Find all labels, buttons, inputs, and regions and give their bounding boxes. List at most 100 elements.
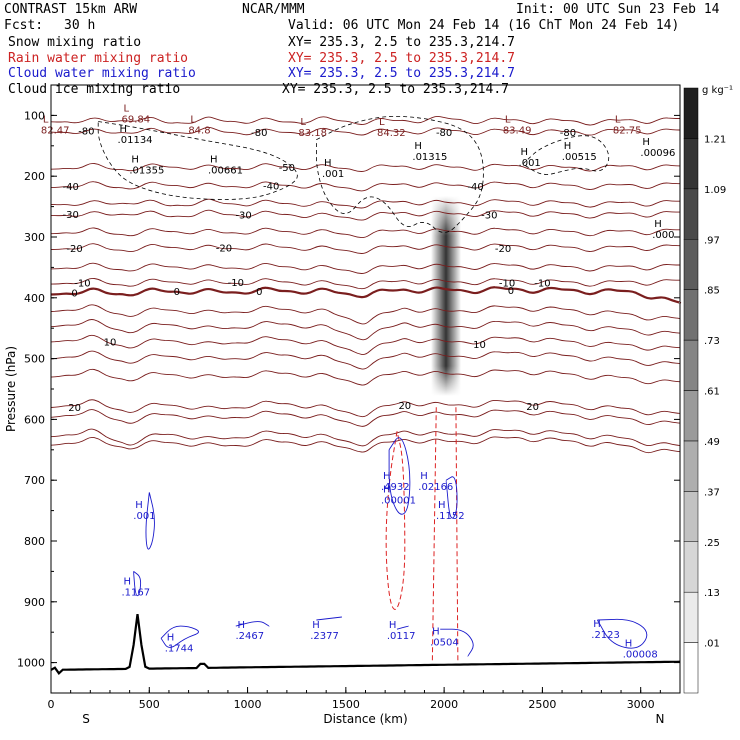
extremum-h-28: H.1152 — [436, 500, 465, 522]
colorbar-segment — [683, 339, 699, 391]
colorbar-label: .01 — [704, 639, 720, 650]
extremum-value: .00001 — [381, 496, 416, 507]
terrain-line — [50, 613, 681, 675]
contour-label-25: 20 — [398, 401, 411, 412]
colorbar-segment — [683, 138, 699, 190]
extremum-value: .0504 — [430, 637, 459, 648]
extremum-h-24: H.00008 — [623, 638, 658, 660]
extremum-value: .00515 — [562, 152, 597, 163]
contour-label-12: -20 — [216, 243, 232, 254]
colorbar-segment — [683, 491, 699, 543]
colorbar-label: .25 — [704, 538, 720, 549]
extremum-l-6: L82.75 — [613, 114, 642, 136]
extremum-h-13: H.00515 — [562, 141, 597, 163]
contour-label-16: -10 — [499, 279, 515, 290]
contour-label-17: -10 — [534, 279, 550, 290]
y-tick-label: 400 — [24, 292, 45, 305]
temperature-contour-14 — [50, 350, 681, 370]
contour-label-18: 0 — [71, 288, 77, 299]
extremum-value: 84.8 — [188, 125, 210, 136]
temperature-contour-9 — [50, 277, 681, 290]
y-tick-label: 100 — [24, 109, 45, 122]
extremum-l-1: L82.47 — [41, 114, 70, 136]
colorbar-label: .73 — [704, 336, 720, 347]
extremum-kind: H — [625, 638, 633, 649]
contour-label-15: -10 — [228, 278, 244, 289]
colorbar-label: .85 — [704, 286, 720, 297]
extremum-kind: L — [300, 117, 306, 128]
colorbar-label: 1.21 — [704, 134, 726, 145]
colorbar-label: 1.09 — [704, 185, 726, 196]
extremum-h-25: H.4932 — [381, 471, 410, 493]
extremum-h-15: H.000 — [652, 219, 674, 241]
extremum-value: .01355 — [129, 165, 164, 176]
y-axis-title: Pressure (hPa) — [4, 346, 18, 432]
x-end-label-south: S — [82, 712, 90, 726]
y-tick-label: 300 — [24, 231, 45, 244]
extremum-kind: H — [312, 620, 320, 631]
init-time: Init: 00 UTC Sun 23 Feb 14 — [516, 2, 720, 17]
colorbar-label: .49 — [704, 437, 720, 448]
colorbar-label: .13 — [704, 588, 720, 599]
extremum-kind: L — [190, 114, 196, 125]
extremum-value: .00096 — [640, 148, 675, 159]
x-tick-label: 3000 — [627, 698, 655, 711]
contour-label-4: -50 — [279, 163, 295, 174]
y-tick-label: 200 — [24, 170, 45, 183]
fcst-value: 30 h — [64, 18, 95, 33]
extremum-kind: L — [615, 114, 621, 125]
extremum-value: .2123 — [591, 630, 620, 641]
temperature-contour-3 — [51, 181, 681, 192]
extremum-h-19: H.2467 — [235, 620, 264, 642]
x-tick-label: 500 — [139, 698, 160, 711]
temperature-contour-0 — [50, 127, 681, 136]
extremum-value: .0117 — [387, 631, 416, 642]
extremum-value: .4932 — [381, 482, 410, 493]
extremum-kind: H — [383, 485, 391, 496]
extremum-kind: L — [43, 114, 49, 125]
contour-label-11: -20 — [66, 244, 82, 255]
extremum-value: 83.18 — [298, 128, 327, 139]
temperature-contour-11 — [50, 304, 681, 325]
contour-label-23: 10 — [473, 340, 486, 351]
extremum-value: .00008 — [623, 649, 658, 660]
contour-label-24: 20 — [68, 403, 81, 414]
colorbar-label: .37 — [704, 487, 720, 498]
extremum-value: .2377 — [310, 631, 339, 642]
extremum-h-17: H.1167 — [121, 576, 150, 598]
x-end-label-north: N — [656, 712, 665, 726]
y-tick-label: 700 — [24, 474, 45, 487]
contour-label-10: -30 — [481, 211, 497, 222]
y-tick-label: 600 — [24, 413, 45, 426]
cloud-ice-outline-west — [97, 121, 298, 200]
cloud-water-contour-5 — [396, 625, 410, 630]
colorbar-segment — [683, 541, 699, 593]
extremum-l-4: L84.32 — [377, 117, 406, 139]
extremum-value: .01134 — [118, 135, 153, 146]
contour-label-5: -40 — [62, 182, 78, 193]
colorbar-unit: g kg⁻¹ — [702, 85, 733, 96]
fcst-label: Fcst: — [4, 18, 43, 33]
temperature-contour-5 — [50, 209, 681, 221]
extremum-value: .000 — [652, 230, 674, 241]
extremum-kind: H — [438, 500, 446, 511]
cloud-water-contour-9 — [597, 618, 648, 649]
extremum-value: .1744 — [165, 643, 194, 654]
extremum-l-3: L83.18 — [298, 117, 327, 139]
extremum-l-5: L83.49 — [503, 114, 532, 136]
contour-label-1: -80 — [251, 128, 267, 139]
extremum-kind: H — [131, 154, 139, 165]
field-xy-rain: XY= 235.3, 2.5 to 235.3,214.7 — [288, 51, 515, 66]
x-tick-label: 1500 — [332, 698, 360, 711]
temperature-contour-13 — [50, 334, 681, 355]
extremum-value: .00661 — [208, 165, 243, 176]
colorbar-segment — [683, 289, 699, 341]
colorbar-segment — [683, 87, 699, 139]
extremum-h-26: H.00001 — [381, 485, 416, 507]
cloud-water-contour-3 — [235, 621, 270, 627]
contour-label-26: 20 — [526, 402, 539, 413]
rain-outline-mid — [431, 407, 437, 663]
y-tick-label: 900 — [24, 596, 45, 609]
extremum-kind: H — [389, 620, 397, 631]
valid-time: Valid: 06 UTC Mon 24 Feb 14 (16 ChT Mon … — [288, 18, 679, 33]
